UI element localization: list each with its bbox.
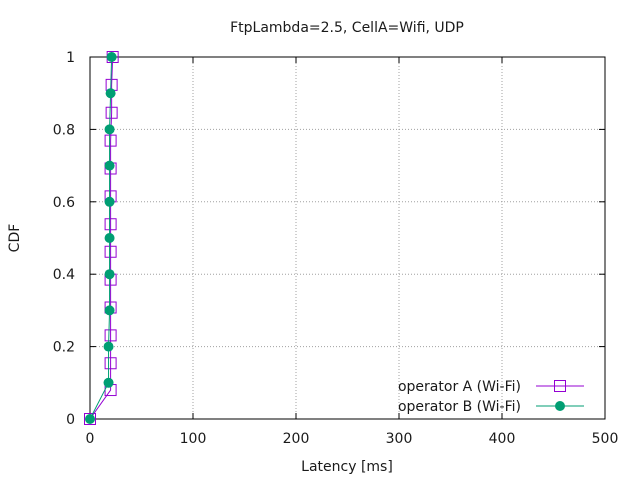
data-point — [103, 377, 114, 388]
x-tick-label: 0 — [86, 431, 95, 447]
y-tick-label: 0.6 — [53, 195, 75, 211]
y-tick-label: 0 — [66, 412, 75, 428]
chart-title: FtpLambda=2.5, CellA=Wifi, UDP — [230, 20, 464, 36]
data-point — [104, 245, 117, 258]
legend-marker — [554, 380, 566, 392]
x-tick-label: 500 — [592, 431, 619, 447]
legend-label: operator A (Wi-Fi) — [398, 379, 521, 395]
data-point — [105, 106, 118, 119]
legend: operator A (Wi-Fi) operator B (Wi-Fi) — [398, 379, 584, 415]
x-tick-label: 400 — [489, 431, 516, 447]
data-point — [104, 305, 115, 316]
x-tick-label: 100 — [180, 431, 207, 447]
y-tick-label: 0.2 — [53, 340, 75, 356]
data-point — [104, 218, 117, 231]
data-point — [106, 52, 117, 62]
y-tick-label: 1 — [66, 50, 75, 66]
series-group — [84, 51, 119, 425]
axis-ticks: 0 100 200 300 400 500 0 0.2 0.4 0.6 0.8 1 — [53, 50, 619, 447]
data-point — [103, 341, 114, 352]
y-axis-label: CDF — [7, 224, 23, 253]
data-point — [104, 357, 117, 370]
data-point — [105, 88, 116, 99]
data-point — [104, 124, 115, 135]
data-point — [104, 269, 115, 280]
data-point — [104, 160, 115, 171]
data-point — [104, 233, 115, 243]
x-axis-label: Latency [ms] — [301, 459, 393, 475]
grid-lines — [90, 57, 605, 419]
y-tick-label: 0.4 — [53, 267, 75, 283]
legend-label: operator B (Wi-Fi) — [398, 399, 521, 415]
y-tick-label: 0.8 — [53, 122, 75, 138]
data-point — [104, 134, 117, 147]
x-tick-label: 300 — [386, 431, 413, 447]
legend-marker — [555, 401, 565, 411]
data-point — [104, 196, 115, 207]
series-operator-b — [85, 52, 117, 424]
x-tick-label: 200 — [283, 431, 310, 447]
data-point — [84, 413, 96, 425]
data-point — [104, 329, 117, 342]
data-point — [85, 414, 95, 424]
plot-frame — [89, 56, 606, 420]
